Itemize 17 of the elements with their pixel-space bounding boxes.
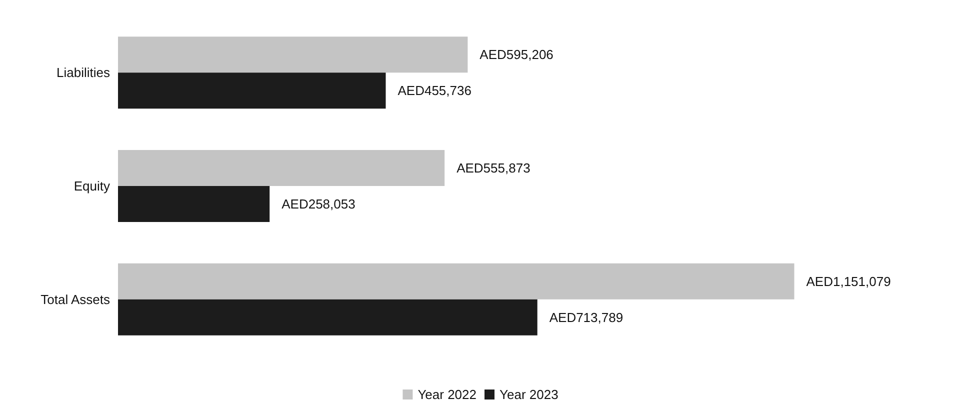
bar <box>118 299 538 336</box>
y-tick-label: Liabilities <box>56 65 110 80</box>
bar <box>118 72 386 109</box>
data-label: AED258,053 <box>282 196 356 212</box>
bar <box>118 186 270 222</box>
data-label: AED1,151,079 <box>806 274 891 289</box>
data-label: AED713,789 <box>549 310 624 325</box>
bar <box>118 36 468 73</box>
data-label: AED595,206 <box>480 47 554 62</box>
y-tick-label: Total Assets <box>40 292 110 307</box>
data-label: AED555,873 <box>456 160 530 176</box>
bar <box>118 150 445 186</box>
y-tick-label: Equity <box>74 178 110 194</box>
legend-label: Year 2023 <box>500 387 558 402</box>
bar <box>118 263 794 300</box>
data-label: AED455,736 <box>398 83 472 98</box>
legend-label: Year 2022 <box>418 387 477 402</box>
